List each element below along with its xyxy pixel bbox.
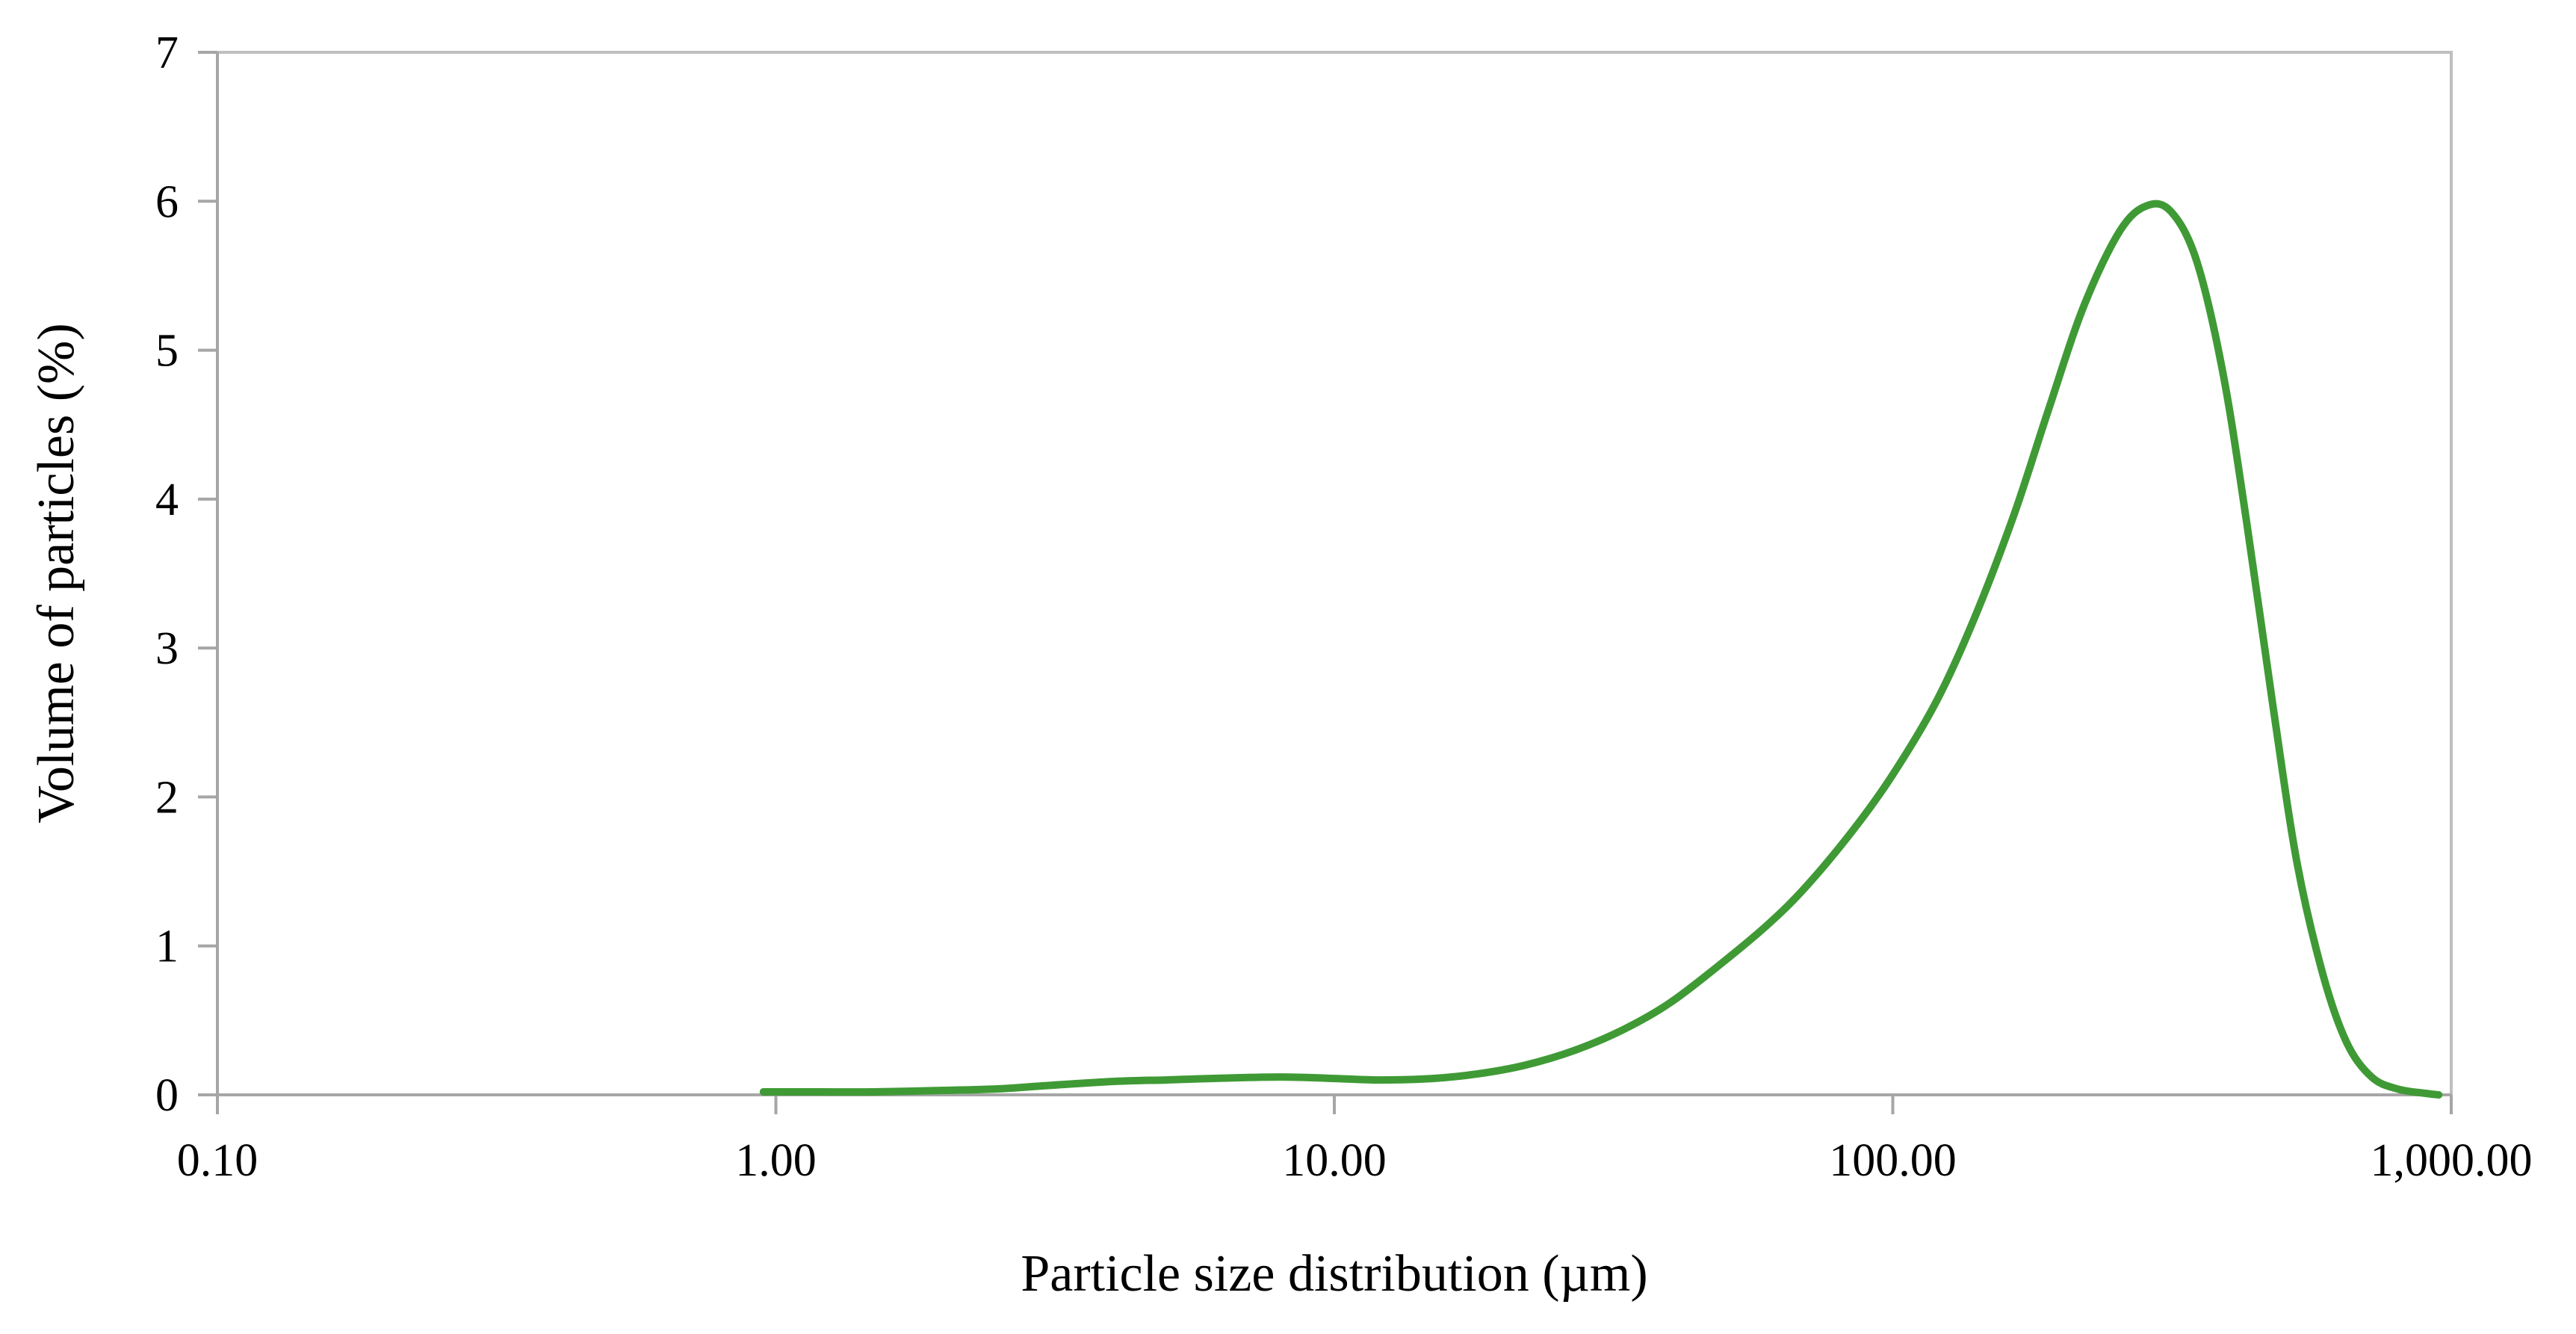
x-tick-label: 0.10 — [177, 1135, 258, 1186]
x-tick-label: 1,000.00 — [2371, 1135, 2533, 1186]
y-tick-label: 2 — [155, 772, 179, 823]
x-axis-title: Particle size distribution (µm) — [1021, 1245, 1647, 1303]
y-tick-label: 5 — [155, 326, 179, 377]
y-axis-ticks — [198, 51, 217, 1096]
y-tick-label: 1 — [155, 921, 179, 972]
x-tick-label: 10.00 — [1282, 1135, 1387, 1186]
x-tick-label: 1.00 — [735, 1135, 817, 1186]
y-axis-tick-labels: 0 1 2 3 4 5 6 7 — [155, 28, 179, 1121]
series-line — [759, 200, 2443, 1099]
y-tick-label: 0 — [155, 1070, 179, 1121]
x-axis-tick-labels: 0.10 1.00 10.00 100.00 1,000.00 — [177, 1135, 2533, 1186]
y-tick-label: 3 — [155, 623, 179, 674]
y-tick-label: 4 — [155, 475, 179, 525]
x-axis-ticks — [216, 1095, 2453, 1114]
y-tick-label: 7 — [155, 28, 179, 78]
plot-area-frame — [216, 51, 2453, 1096]
y-tick-label: 6 — [155, 176, 179, 227]
series-layer — [759, 200, 2443, 1099]
y-axis-title: Volume of particles (%) — [28, 323, 85, 823]
x-tick-label: 100.00 — [1829, 1135, 1957, 1186]
